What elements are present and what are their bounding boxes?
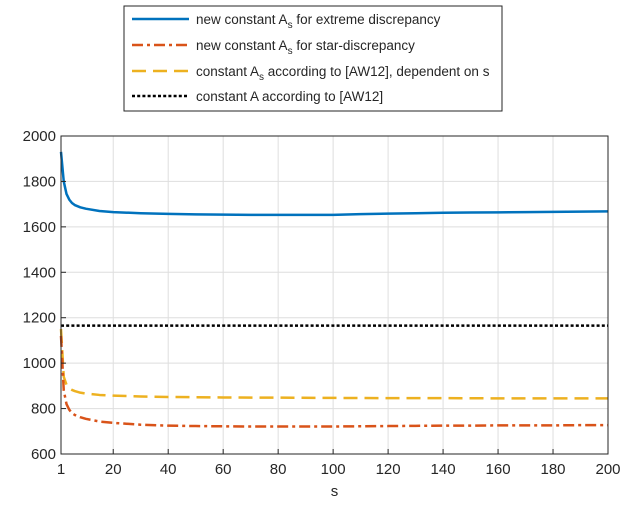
y-tick-label: 1800 — [23, 173, 56, 190]
plot-frame — [60, 135, 609, 455]
legend-item-3: constant As according to [AW12], depende… — [132, 64, 490, 83]
x-tick-label: 80 — [270, 461, 287, 478]
series-line-3 — [59, 328, 608, 400]
x-tick-label: 40 — [160, 461, 177, 478]
x-tick-label: 20 — [105, 461, 122, 478]
y-tick-label: 1000 — [23, 355, 56, 372]
x-tick-label: 60 — [215, 461, 232, 478]
legend-box — [123, 5, 503, 112]
x-tick-label: 1 — [57, 461, 65, 478]
series-line-1 — [59, 151, 609, 217]
y-tick-label: 1400 — [23, 264, 56, 281]
legend-label: new constant As for extreme discrepancy — [196, 12, 441, 31]
legend-label: constant A according to [AW12] — [196, 89, 383, 104]
legend-items: new constant As for extreme discrepancy n… — [132, 12, 490, 104]
legend-label: new constant As for star-discrepancy — [196, 38, 415, 57]
y-tick-label: 1200 — [23, 310, 56, 327]
x-tick-label: 160 — [486, 461, 511, 478]
legend-item-4: constant A according to [AW12] — [132, 89, 383, 104]
x-tick-label: 140 — [431, 461, 456, 478]
plot-lines — [59, 151, 609, 428]
y-tick-label: 2000 — [23, 128, 56, 145]
legend: new constant As for extreme discrepancy n… — [123, 5, 503, 112]
series-line-2 — [59, 335, 608, 428]
legend-item-2: new constant As for star-discrepancy — [132, 38, 415, 57]
axis-ticks: 1 20 40 60 80 100 120 140 160 180 2006008001000120… — [23, 128, 621, 478]
legend-label: constant As according to [AW12], depende… — [196, 64, 490, 83]
legend-item-1: new constant As for extreme discrepancy — [132, 12, 441, 31]
x-tick-label: 120 — [376, 461, 401, 478]
x-tick-label: 100 — [321, 461, 346, 478]
y-tick-label: 1600 — [23, 219, 56, 236]
x-axis-label: s — [331, 483, 339, 500]
x-tick-label: 200 — [595, 461, 620, 478]
x-tick-label: 180 — [541, 461, 566, 478]
y-tick-label: 800 — [31, 401, 56, 418]
y-tick-label: 600 — [31, 446, 56, 463]
